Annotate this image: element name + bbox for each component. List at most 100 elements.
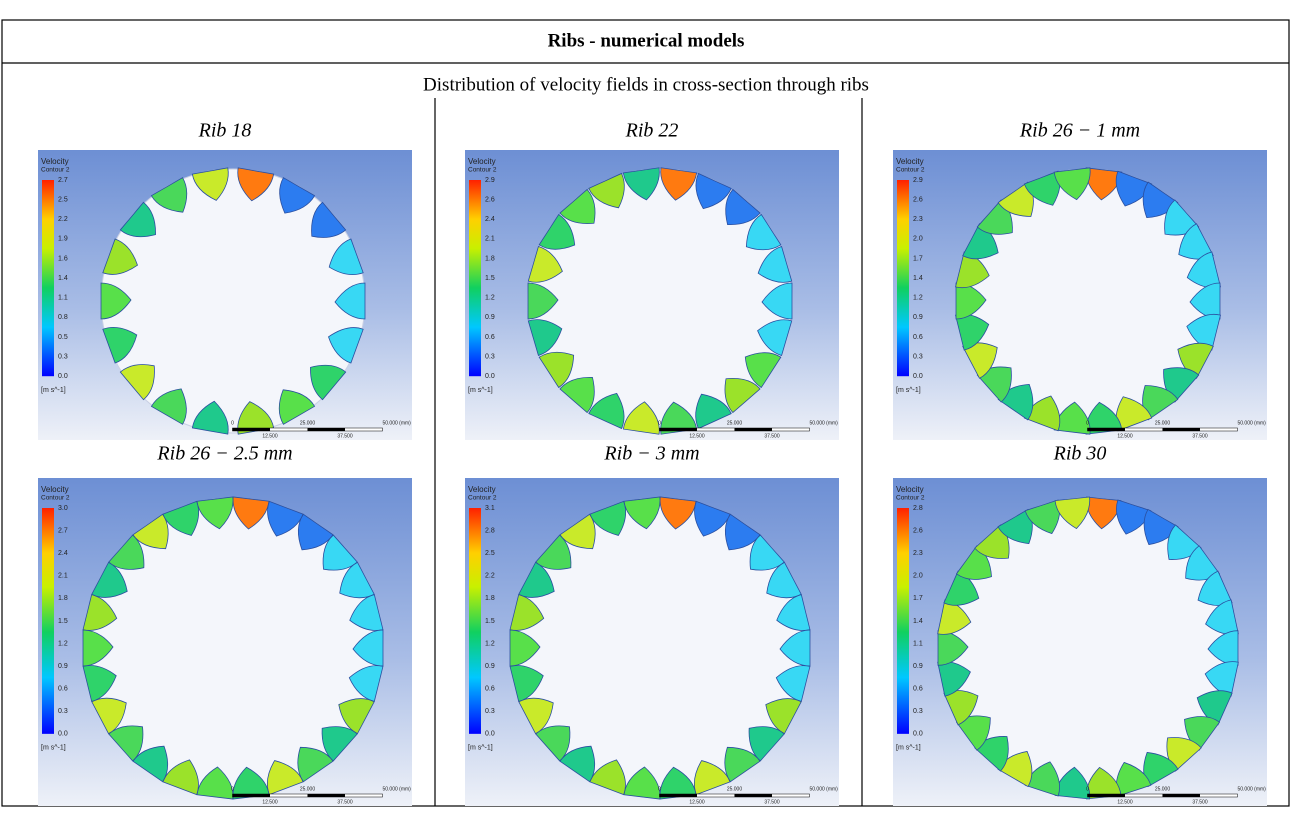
legend-tick-label: 1.1: [58, 295, 68, 302]
legend-tick-label: 0.9: [485, 314, 495, 321]
scale-bar-segment: [659, 794, 697, 797]
legend-tick-label: 2.1: [58, 573, 68, 580]
legend-tick-label: 0.0: [58, 731, 68, 738]
panel-label: Rib 26 − 1 mm: [1019, 120, 1140, 142]
scale-label: 50.000 (mm): [382, 786, 411, 792]
scale-bar-segment: [307, 794, 345, 797]
scale-label: 25.000: [727, 786, 743, 792]
scale-label: 0: [658, 786, 661, 792]
scale-label: 0: [231, 786, 234, 792]
legend-tick-label: 0.6: [485, 334, 495, 341]
color-bar: [897, 508, 909, 734]
legend-tick-label: 0.6: [913, 334, 923, 341]
legend-title: Velocity: [896, 485, 924, 494]
legend-tick-label: 1.2: [485, 640, 495, 647]
legend-tick-label: 2.0: [913, 573, 923, 580]
legend-title: Velocity: [896, 157, 924, 166]
scale-label: 25.000: [1155, 786, 1171, 792]
scale-label: 25.000: [300, 786, 316, 792]
color-bar: [469, 508, 481, 734]
legend-tick-label: 2.4: [485, 216, 495, 223]
scale-label: 37.500: [1192, 433, 1208, 439]
legend-tick-label: 1.1: [913, 640, 923, 647]
legend-tick-label: 0.3: [485, 708, 495, 715]
scale-label: 37.500: [337, 799, 353, 805]
legend-subtitle: Contour 2: [896, 167, 925, 174]
legend-tick-label: 2.9: [913, 177, 923, 184]
legend-tick-label: 2.5: [485, 550, 495, 557]
color-bar: [42, 508, 54, 734]
legend-tick-label: 0.3: [913, 353, 923, 360]
legend-subtitle: Contour 2: [468, 167, 497, 174]
legend-tick-label: 2.8: [913, 505, 923, 512]
scale-label: 12.500: [262, 433, 278, 439]
subtitle: Distribution of velocity fields in cross…: [423, 74, 869, 95]
color-bar: [469, 180, 481, 376]
legend-tick-label: 2.2: [485, 573, 495, 580]
scale-label: 12.500: [262, 799, 278, 805]
legend-tick-label: 2.3: [913, 550, 923, 557]
legend-tick-label: 2.9: [485, 177, 495, 184]
legend-tick-label: 2.7: [58, 177, 68, 184]
document: Ribs - numerical models Distribution of …: [0, 0, 1292, 809]
legend-title: Velocity: [41, 157, 69, 166]
scale-label: 12.500: [1117, 799, 1133, 805]
scale-bar-segment: [307, 428, 345, 431]
legend-tick-label: 1.2: [485, 295, 495, 302]
legend-tick-label: 1.5: [485, 275, 495, 282]
legend-title: Velocity: [468, 157, 496, 166]
legend-subtitle: Contour 2: [896, 495, 925, 502]
legend-tick-label: 1.7: [913, 595, 923, 602]
scale-label: 37.500: [1192, 799, 1208, 805]
scale-label: 12.500: [689, 433, 705, 439]
legend-tick-label: 0.9: [485, 663, 495, 670]
legend-tick-label: 0.0: [485, 731, 495, 738]
legend-tick-label: 2.3: [913, 216, 923, 223]
legend-tick-label: 2.1: [485, 236, 495, 243]
legend-tick-label: 2.6: [913, 196, 923, 203]
legend-tick-label: 0.9: [58, 663, 68, 670]
legend-tick-label: 1.9: [58, 236, 68, 243]
legend-tick-label: 3.1: [485, 505, 495, 512]
legend-tick-label: 0.5: [58, 334, 68, 341]
contour-image: VelocityContour 23.12.82.52.21.81.51.20.…: [465, 478, 839, 806]
panel-label: Rib 18: [198, 120, 252, 142]
legend-tick-label: 2.5: [58, 196, 68, 203]
legend-tick-label: 1.8: [485, 595, 495, 602]
scale-label: 25.000: [1155, 420, 1171, 426]
legend-tick-label: 0.3: [58, 353, 68, 360]
legend-tick-label: 2.6: [913, 527, 923, 534]
legend-tick-label: 3.0: [58, 505, 68, 512]
scale-label: 12.500: [689, 799, 705, 805]
panel-label: Rib 22: [625, 120, 679, 142]
legend-tick-label: 0.0: [913, 373, 923, 380]
scale-label: 25.000: [727, 420, 743, 426]
legend-unit: [m s^-1]: [41, 745, 66, 752]
scale-label: 0: [658, 420, 661, 426]
scale-label: 0: [1086, 786, 1089, 792]
legend-tick-label: 1.4: [913, 275, 923, 282]
legend-title: Velocity: [468, 485, 496, 494]
panel-label: Rib 26 − 2.5 mm: [156, 443, 292, 465]
legend-tick-label: 0.3: [58, 708, 68, 715]
scale-label: 12.500: [1117, 433, 1133, 439]
legend-tick-label: 0.6: [913, 686, 923, 693]
legend-title: Velocity: [41, 485, 69, 494]
legend-unit: [m s^-1]: [468, 745, 493, 752]
legend-tick-label: 0.6: [485, 686, 495, 693]
scale-label: 37.500: [764, 433, 780, 439]
legend-tick-label: 2.4: [58, 550, 68, 557]
legend-subtitle: Contour 2: [468, 495, 497, 502]
legend-tick-label: 0.0: [913, 731, 923, 738]
legend-tick-label: 1.5: [485, 618, 495, 625]
legend-tick-label: 0.9: [913, 314, 923, 321]
scale-bar-segment: [734, 428, 772, 431]
legend-tick-label: 2.0: [913, 236, 923, 243]
legend-tick-label: 1.6: [58, 255, 68, 262]
panel-label: Rib − 3 mm: [603, 443, 699, 465]
scale-bar-segment: [1162, 428, 1200, 431]
scale-bar-segment: [232, 794, 269, 797]
scale-label: 50.000 (mm): [1237, 786, 1266, 792]
scale-label: 0: [231, 420, 234, 426]
